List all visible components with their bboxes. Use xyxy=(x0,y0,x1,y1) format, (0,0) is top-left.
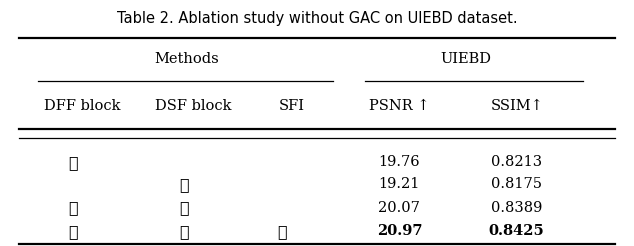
Text: DFF block: DFF block xyxy=(44,99,120,113)
Text: ✓: ✓ xyxy=(179,176,189,193)
Text: DSF block: DSF block xyxy=(155,99,231,113)
Text: ✓: ✓ xyxy=(179,223,189,240)
Text: 0.8389: 0.8389 xyxy=(491,201,543,215)
Text: ✓: ✓ xyxy=(68,154,78,171)
Text: ✓: ✓ xyxy=(68,223,78,240)
Text: 0.8213: 0.8213 xyxy=(491,155,542,169)
Text: SFI: SFI xyxy=(278,99,305,113)
Text: 0.8425: 0.8425 xyxy=(489,224,545,238)
Text: 0.8175: 0.8175 xyxy=(491,178,542,191)
Text: Methods: Methods xyxy=(155,52,219,66)
Text: Table 2. Ablation study without GAC on UIEBD dataset.: Table 2. Ablation study without GAC on U… xyxy=(117,11,517,26)
Text: ✓: ✓ xyxy=(277,223,287,240)
Text: 20.97: 20.97 xyxy=(377,224,422,238)
Text: PSNR ↑: PSNR ↑ xyxy=(369,99,430,113)
Text: ✓: ✓ xyxy=(68,199,78,216)
Text: 20.07: 20.07 xyxy=(378,201,420,215)
Text: 19.76: 19.76 xyxy=(378,155,420,169)
Text: 19.21: 19.21 xyxy=(378,178,420,191)
Text: ✓: ✓ xyxy=(179,199,189,216)
Text: UIEBD: UIEBD xyxy=(441,52,491,66)
Text: SSIM↑: SSIM↑ xyxy=(490,99,543,113)
